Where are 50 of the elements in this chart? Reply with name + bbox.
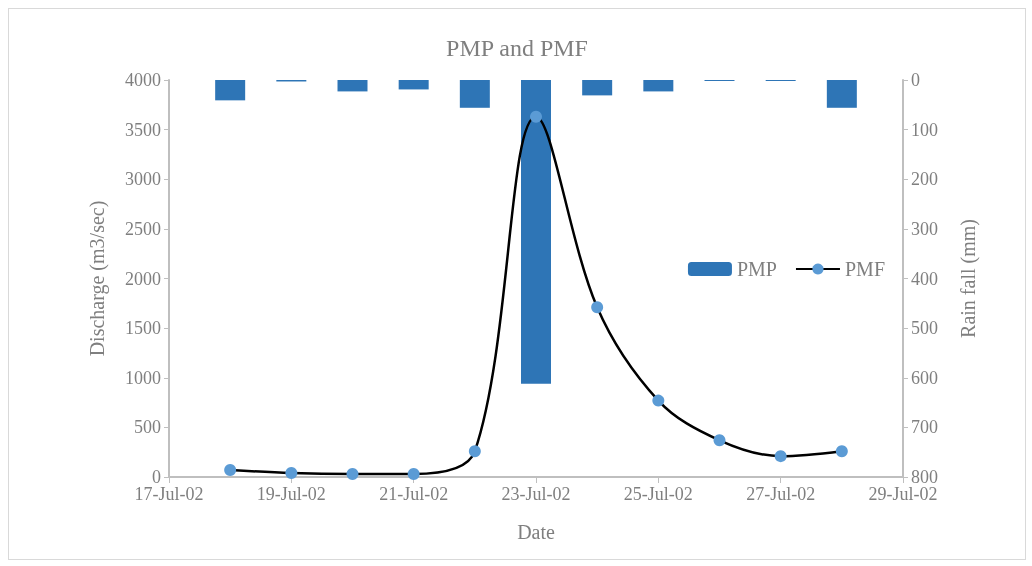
x-tick-label: 19-Jul-02 [256, 484, 326, 504]
y2-tick-label: 0 [911, 70, 920, 90]
y2-tick-label: 200 [911, 169, 938, 190]
y-tick-label: 2000 [125, 268, 161, 289]
y-tick-label: 3000 [125, 169, 161, 190]
x-tick-label: 29-Jul-02 [868, 484, 938, 504]
y-axis-title: Discharge (m3/sec) [86, 200, 109, 357]
bar [643, 80, 674, 92]
y-tick-label: 2500 [125, 218, 161, 239]
point [591, 301, 604, 314]
point [530, 110, 542, 123]
point [468, 445, 481, 458]
x-tick-label: 21-Jul-02 [379, 484, 449, 504]
x-tick-label: 25-Jul-02 [623, 484, 693, 504]
point [652, 394, 665, 407]
legend-label: PMF [844, 258, 885, 280]
y-tick-label: 1500 [125, 318, 161, 339]
y2-tick-label: 700 [911, 417, 938, 438]
point [713, 434, 726, 447]
y2-tick-label: 800 [911, 467, 938, 487]
point [835, 445, 848, 458]
y2-tick-label: 300 [911, 218, 938, 239]
y2-tick-label: 500 [911, 318, 938, 339]
x-tick-label: 17-Jul-02 [134, 484, 204, 504]
bar [582, 80, 613, 96]
point [224, 464, 237, 477]
y-tick-label: 4000 [125, 70, 161, 90]
y-tick-label: 500 [134, 417, 161, 438]
x-axis-title: Date [517, 521, 555, 543]
point [346, 468, 359, 481]
y-tick-label: 0 [152, 467, 161, 487]
y2-tick-label: 100 [911, 119, 938, 140]
legend-label: PMP [736, 258, 777, 280]
point [407, 468, 420, 481]
bar [826, 80, 857, 108]
point [285, 467, 298, 480]
x-tick-label: 23-Jul-02 [501, 484, 571, 504]
bar [215, 80, 246, 101]
bar [521, 80, 551, 384]
bar [398, 80, 429, 90]
chart-title: PMP and PMF [446, 35, 588, 61]
x-tick-label: 27-Jul-02 [746, 484, 816, 504]
y2-axis-title: Rain fall (mm) [957, 219, 980, 338]
point [774, 450, 787, 463]
y2-tick-label: 400 [911, 268, 938, 289]
y2-tick-label: 600 [911, 367, 938, 388]
bar [459, 80, 490, 108]
y-tick-label: 3500 [125, 119, 161, 140]
y-tick-label: 1000 [125, 367, 161, 388]
bar [337, 80, 368, 92]
